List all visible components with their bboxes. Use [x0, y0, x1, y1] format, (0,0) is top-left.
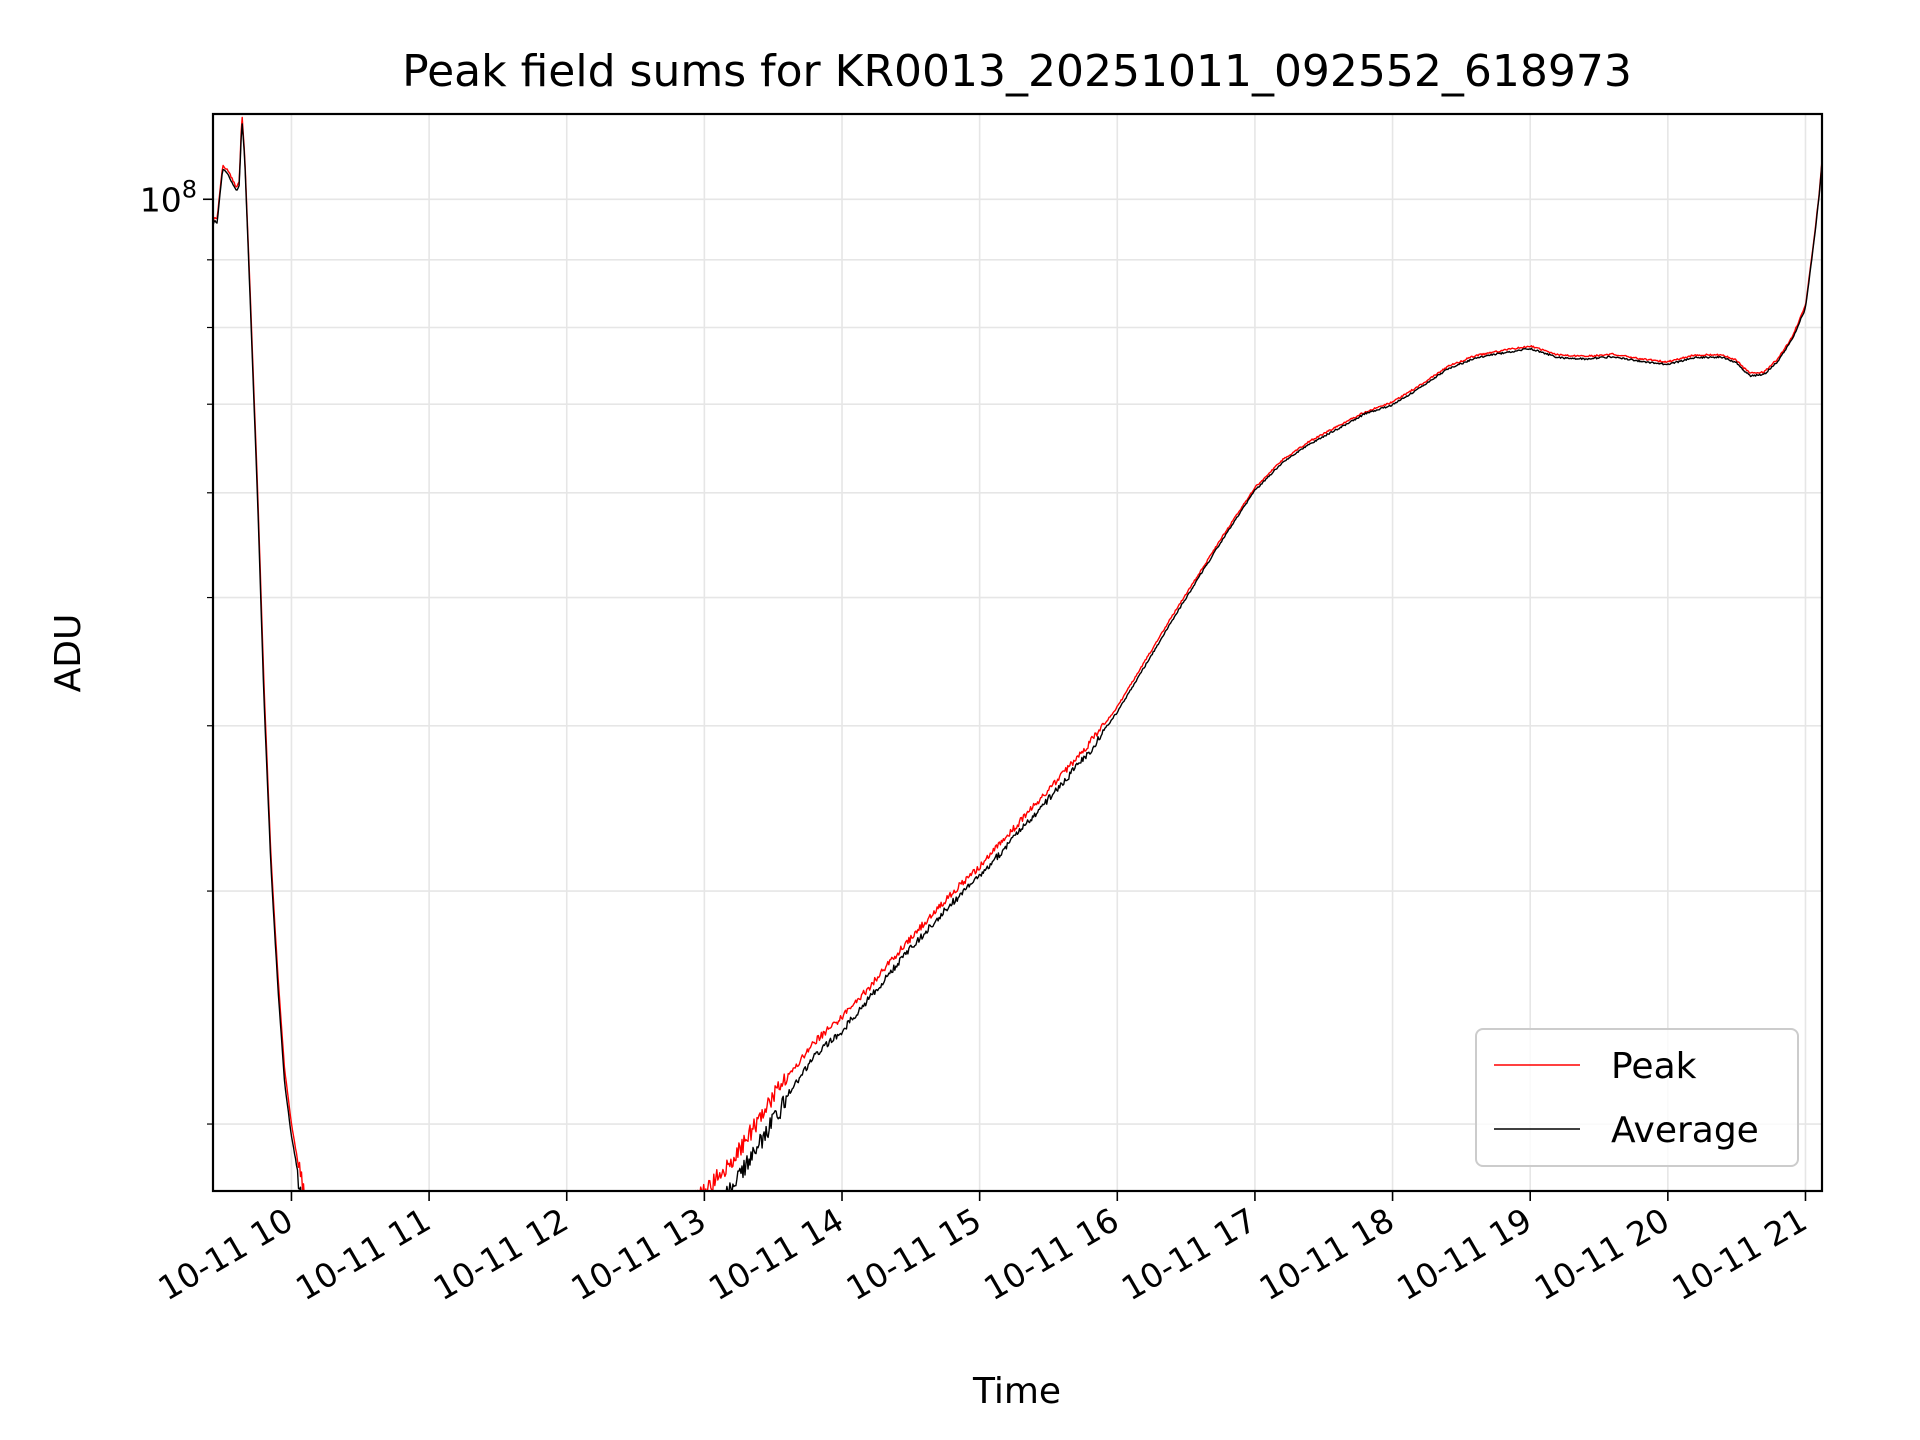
series-line-peak	[213, 116, 1822, 1191]
chart-title: Peak field sums for KR0013_20251011_0925…	[402, 46, 1632, 97]
legend-box	[1475, 1028, 1799, 1167]
legend-average-label: Average	[1611, 1110, 1759, 1151]
series-layer	[213, 116, 1822, 1191]
y-tick-exponent: 8	[182, 175, 197, 203]
legend-peak-label: Peak	[1611, 1046, 1697, 1087]
plot-frame	[211, 112, 1824, 1193]
x-axis-label: Time	[972, 1371, 1061, 1412]
legend: Peak Average	[1475, 1028, 1799, 1167]
grid	[213, 114, 1822, 1191]
series-line-average	[213, 123, 1822, 1191]
y-axis-label: ADU	[48, 614, 89, 693]
